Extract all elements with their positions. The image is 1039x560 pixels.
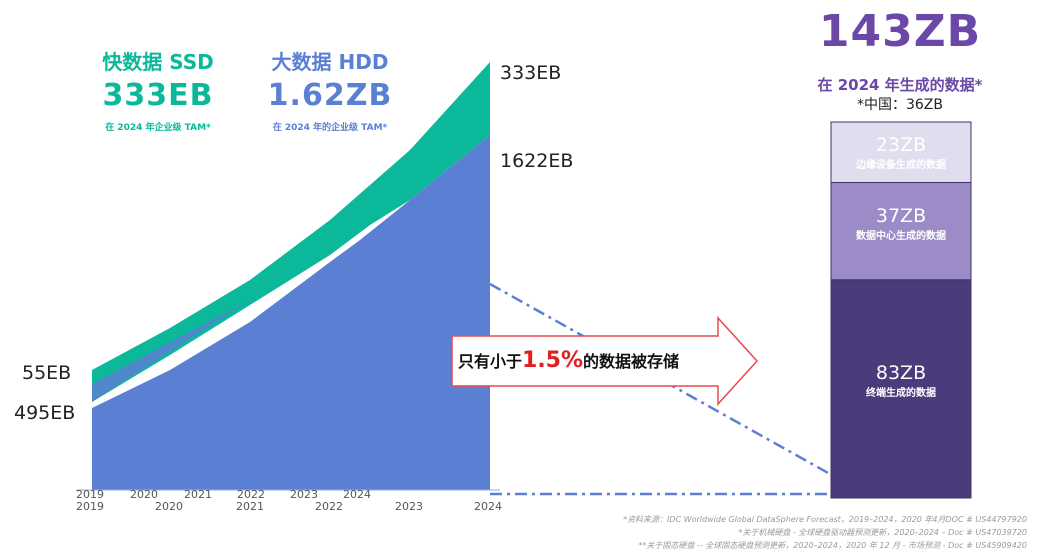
hdd-end-label: 1622EB [500, 150, 574, 172]
segment-datacenter-value: 37ZB [875, 205, 927, 227]
arrow-shape [451, 316, 759, 406]
total-value: 143ZB [818, 6, 982, 57]
bar-segment-edge [830, 121, 972, 183]
ssd-start-label: 55EB [22, 362, 72, 384]
segment-endpoint-label: 终端生成的数据 [866, 388, 936, 399]
bar-segment-endpoint [830, 279, 972, 499]
ssd-area-band [92, 62, 490, 402]
segment-endpoint-value: 83ZB [875, 362, 927, 384]
tick-r2-2020: 2020 [155, 500, 183, 513]
tick-r2-2019: 2019 [76, 500, 104, 513]
hdd-caption: 在 2024 年的企业级 TAM* [272, 123, 388, 133]
segment-edge: 23ZB 边缘设备生成的数据 [831, 134, 971, 171]
arrow-text-highlight: 1.5% [522, 348, 584, 373]
hdd-inner-wedge [92, 300, 250, 402]
footnote-3: **关于固态硬盘 -- 全球固态硬盘预测更新，2020–2024，2020 年 … [638, 541, 1027, 550]
arrow-text-prefix: 只有小于 [458, 352, 523, 371]
ssd-value: 333EB [102, 78, 214, 113]
tick-r2-2023: 2023 [395, 500, 423, 513]
hdd-start-label: 495EB [14, 402, 76, 424]
tick-r1-2020: 2020 [130, 488, 158, 501]
hdd-area [92, 135, 490, 490]
arrow-text: 只有小于1.5%的数据被存储 [458, 348, 716, 373]
arrow-text-suffix: 的数据被存储 [583, 352, 680, 371]
tick-r1-2024: 2024 [343, 488, 371, 501]
tick-r1-2021: 2021 [184, 488, 212, 501]
total-caption: 在 2024 年生成的数据* [817, 76, 983, 94]
tick-r2-2022: 2022 [315, 500, 343, 513]
tick-r2-2021: 2021 [236, 500, 264, 513]
segment-datacenter-label: 数据中心生成的数据 [856, 231, 946, 242]
segment-edge-label: 边缘设备生成的数据 [856, 160, 946, 171]
bar-segment-datacenter [830, 181, 972, 281]
tick-r2-2024: 2024 [474, 500, 502, 513]
segment-edge-value: 23ZB [875, 134, 927, 156]
china-caption: *中国：36ZB [856, 97, 943, 113]
ssd-caption: 在 2024 年企业级 TAM* [105, 123, 211, 133]
ssd-title: 快数据 SSD [102, 50, 214, 74]
footnote-1: *资料来源：IDC Worldwide Global DataSphere Fo… [623, 515, 1027, 524]
footnote-2: *关于机械硬盘 - 全球硬盘驱动器预测更新，2020–2024 – Doc # … [738, 528, 1027, 537]
tick-r1-2022: 2022 [237, 488, 265, 501]
hdd-title: 大数据 HDD [271, 50, 389, 74]
ssd-end-label: 333EB [500, 62, 562, 84]
segment-datacenter: 37ZB 数据中心生成的数据 [831, 205, 971, 242]
stacked-bar [830, 121, 972, 499]
tick-r1-2019: 2019 [76, 488, 104, 501]
segment-endpoint: 83ZB 终端生成的数据 [831, 362, 971, 399]
tick-r1-2023: 2023 [290, 488, 318, 501]
hdd-value: 1.62ZB [267, 78, 393, 113]
